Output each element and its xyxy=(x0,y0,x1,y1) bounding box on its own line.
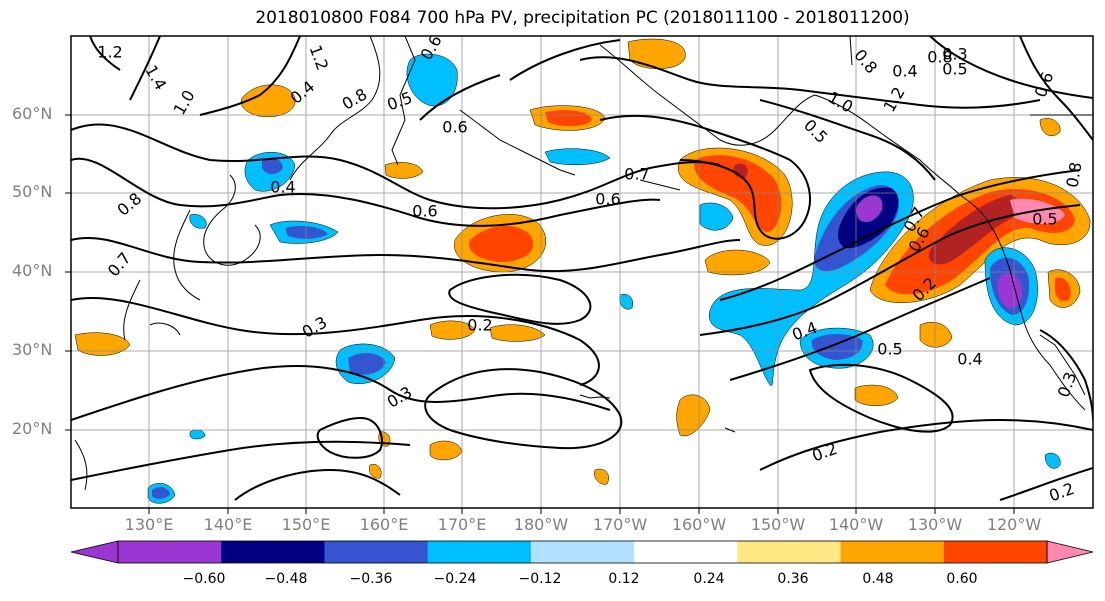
lon-label-140w: 140°W xyxy=(828,515,884,534)
coastlines xyxy=(74,36,1093,491)
colorbar-tick: −0.48 xyxy=(264,571,308,587)
lat-label-60n: 60°N xyxy=(12,104,53,123)
axis-ticks xyxy=(65,114,1015,514)
lat-label-30n: 30°N xyxy=(12,340,53,359)
lat-label-50n: 50°N xyxy=(12,182,53,201)
lon-label-150w: 150°W xyxy=(750,515,806,534)
contour-label: 0.6 xyxy=(442,118,467,137)
contour-label: 0.6 xyxy=(412,202,437,221)
contour-label: 0.3 xyxy=(942,45,967,64)
lon-label-170e: 170°E xyxy=(437,515,487,534)
contour-label: 0.2 xyxy=(467,316,492,335)
colorbar-tick: −0.12 xyxy=(518,571,562,587)
lon-label-120w: 120°W xyxy=(986,515,1042,534)
colorbar-tick: −0.24 xyxy=(433,571,477,587)
colorbar-tick: 0.36 xyxy=(777,571,809,587)
lon-label-130w: 130°W xyxy=(907,515,963,534)
contour-label: 0.5 xyxy=(877,340,902,359)
contour-label: 0.6 xyxy=(595,190,620,209)
precipitation-shading xyxy=(74,38,1091,504)
contour-label: 1.2 xyxy=(97,43,122,62)
lon-label-160w: 160°W xyxy=(671,515,727,534)
lon-label-160e: 160°E xyxy=(359,515,409,534)
lon-label-170w: 170°W xyxy=(592,515,648,534)
colorbar-tick: −0.60 xyxy=(182,571,226,587)
contour-label: 0.5 xyxy=(942,60,967,79)
contour-label: 0.8 xyxy=(1062,161,1085,189)
lat-label-20n: 20°N xyxy=(12,419,53,438)
contour-label: 0.5 xyxy=(1032,210,1057,229)
colorbar-tick: 0.12 xyxy=(608,571,640,587)
contour-label: 0.7 xyxy=(624,165,649,184)
colorbar-tick: 0.48 xyxy=(862,571,894,587)
lat-label-40n: 40°N xyxy=(12,261,53,280)
contour-label: 0.4 xyxy=(270,178,295,197)
map-title: 2018010800 F084 700 hPa PV, precipitatio… xyxy=(255,8,910,28)
contour-label: 0.4 xyxy=(892,62,917,81)
colorbar-tick: 0.24 xyxy=(693,571,725,587)
colorbar-tick: −0.36 xyxy=(349,571,393,587)
lon-label-130e: 130°E xyxy=(124,515,174,534)
lon-label-140e: 140°E xyxy=(203,515,253,534)
lon-label-180w: 180°W xyxy=(513,515,569,534)
pv-contours xyxy=(71,36,1093,501)
contour-label: 0.4 xyxy=(957,350,982,369)
lon-label-150e: 150°E xyxy=(281,515,331,534)
contour-label: 0.8 xyxy=(927,48,952,67)
colorbar-tick: 0.60 xyxy=(946,571,978,587)
